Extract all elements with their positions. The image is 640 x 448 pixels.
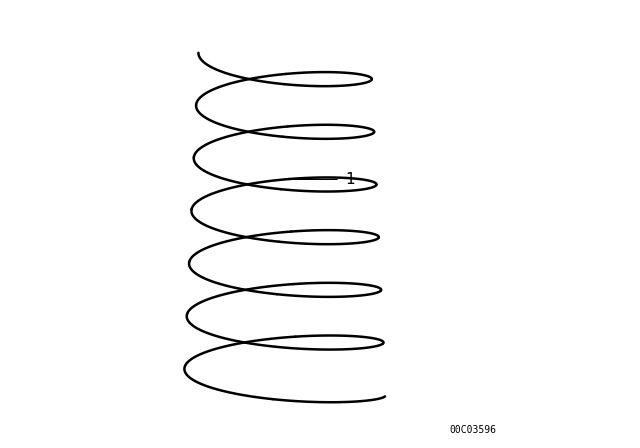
Text: 1: 1 xyxy=(345,172,355,187)
Text: 00C03596: 00C03596 xyxy=(449,425,496,435)
